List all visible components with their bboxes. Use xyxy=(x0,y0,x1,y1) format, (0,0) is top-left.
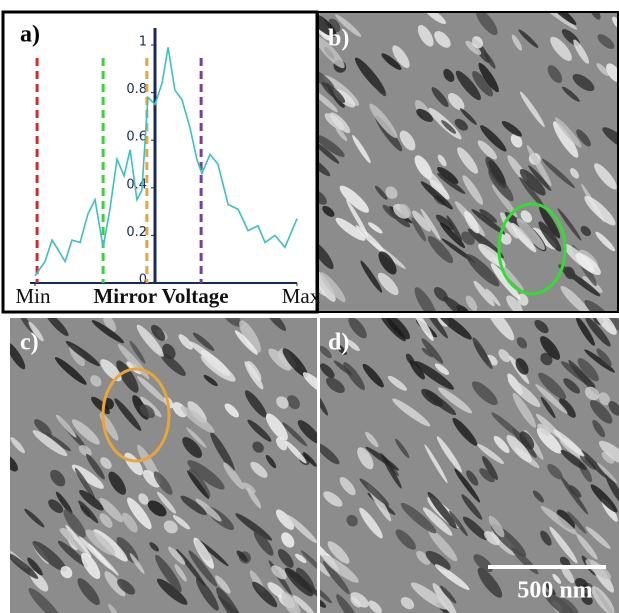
y-tick-label: 0.4 xyxy=(126,177,147,192)
x-axis-label: Mirror Voltage xyxy=(93,284,228,308)
y-tick-label: 0.2 xyxy=(126,225,147,240)
panel-border xyxy=(3,12,317,312)
micrograph-c xyxy=(0,304,332,613)
y-tick-label: 0.8 xyxy=(126,82,147,97)
y-tick-label: 0.6 xyxy=(126,130,147,145)
data-line xyxy=(35,47,297,275)
panel-label: a) xyxy=(20,22,40,48)
x-tick-label: Max xyxy=(282,284,321,308)
micrograph-b xyxy=(304,0,619,326)
panel-label: b) xyxy=(328,26,349,52)
x-tick-label: Min xyxy=(15,284,51,308)
y-tick-label: 1 xyxy=(139,35,147,50)
panel-label: d) xyxy=(328,330,349,356)
figure: 500 nm a) b) c) d) 00.20.40.60.81MinMaxM… xyxy=(0,0,619,613)
scale-bar-label: 500 nm xyxy=(517,578,592,604)
panel-label: c) xyxy=(20,330,39,356)
